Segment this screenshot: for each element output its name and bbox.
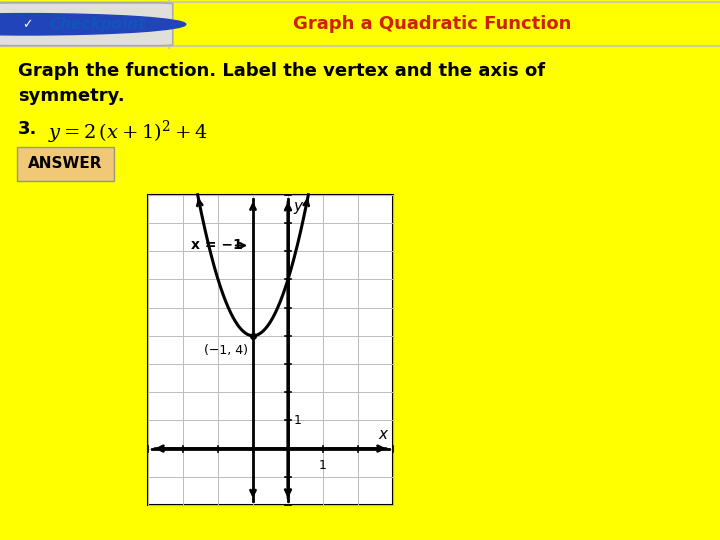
Text: ✓: ✓	[22, 18, 32, 31]
Text: 1: 1	[319, 458, 327, 471]
Text: Checkpoint: Checkpoint	[49, 17, 145, 32]
Text: x = −1: x = −1	[191, 239, 243, 253]
Text: symmetry.: symmetry.	[18, 86, 125, 105]
Text: 1: 1	[294, 414, 302, 427]
Text: 3.: 3.	[18, 120, 37, 138]
Text: y: y	[293, 199, 302, 214]
Text: $y = 2\,(x + 1)^{2} + 4$: $y = 2\,(x + 1)^{2} + 4$	[48, 119, 208, 146]
Text: Graph the function. Label the vertex and the axis of: Graph the function. Label the vertex and…	[18, 62, 545, 79]
FancyBboxPatch shape	[0, 3, 173, 46]
Text: (−1, 4): (−1, 4)	[204, 344, 248, 357]
Circle shape	[0, 14, 186, 35]
Text: x: x	[378, 427, 387, 442]
Bar	[148, 195, 393, 505]
FancyBboxPatch shape	[17, 147, 114, 181]
Text: Graph a Quadratic Function: Graph a Quadratic Function	[293, 15, 571, 33]
Text: ANSWER: ANSWER	[28, 156, 102, 171]
